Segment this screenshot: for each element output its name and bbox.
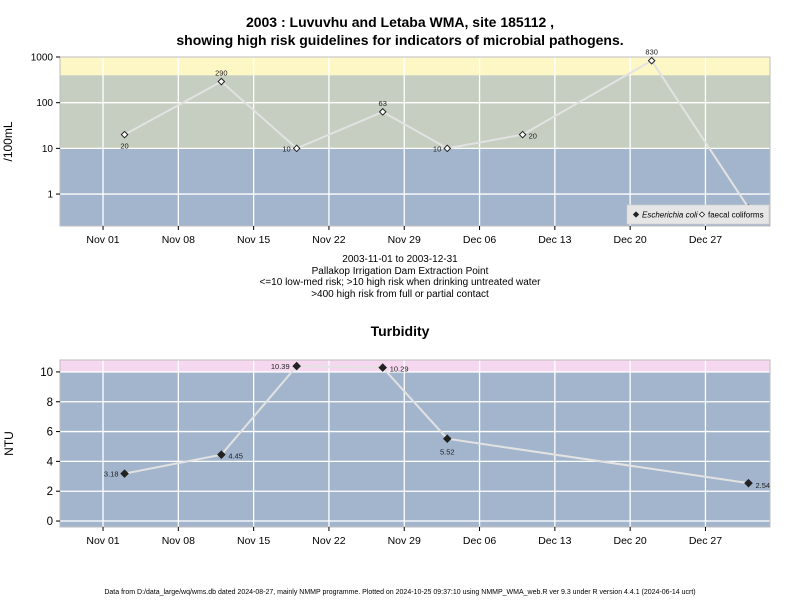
plot-frame bbox=[59, 359, 771, 528]
data-point bbox=[443, 144, 452, 153]
series-line bbox=[124, 59, 750, 209]
legend-box bbox=[626, 204, 770, 225]
data-point bbox=[518, 130, 527, 139]
data-label: 20 bbox=[120, 142, 128, 151]
data-label: 63 bbox=[379, 99, 387, 108]
x-tick-label: Dec 06 bbox=[463, 234, 496, 246]
x-tick-label: Nov 08 bbox=[162, 535, 195, 547]
data-point bbox=[292, 144, 301, 153]
x-tick-label: Dec 20 bbox=[614, 535, 647, 547]
x-tick-label: Dec 27 bbox=[689, 535, 722, 547]
x-tick-label: Nov 22 bbox=[312, 535, 345, 547]
legend-entry: Escherichia coli bbox=[642, 211, 698, 220]
risk-band-1 bbox=[60, 360, 770, 372]
y-axis-label: NTU bbox=[2, 431, 16, 456]
y-tick-label: 6 bbox=[47, 427, 53, 439]
x-tick-label: Dec 20 bbox=[614, 234, 647, 246]
y-tick-label: 0 bbox=[47, 516, 53, 528]
data-label: 4.45 bbox=[228, 452, 243, 461]
data-point bbox=[442, 434, 452, 444]
data-label: 5.52 bbox=[440, 448, 455, 457]
risk-band-2 bbox=[60, 57, 770, 76]
data-label: 290 bbox=[215, 69, 228, 78]
y-tick-label: 2 bbox=[47, 486, 53, 498]
x-tick-label: Nov 01 bbox=[86, 234, 119, 246]
data-point bbox=[378, 363, 388, 372]
data-label: 10 bbox=[282, 144, 290, 153]
turbidity-title: Turbidity bbox=[370, 323, 430, 339]
caption-risk-drinking: <=10 low-med risk; >10 high risk when dr… bbox=[259, 277, 541, 288]
series-line bbox=[124, 365, 749, 485]
caption-date-range: 2003-11-01 to 2003-12-31 bbox=[342, 254, 458, 265]
x-tick-label: Nov 15 bbox=[237, 535, 270, 547]
chart-title-line2: showing high risk guidelines for indicat… bbox=[176, 32, 624, 48]
data-point bbox=[217, 450, 226, 459]
chart-title-line1: 2003 : Luvuvhu and Letaba WMA, site 1851… bbox=[245, 14, 555, 30]
risk-band-0 bbox=[60, 371, 770, 527]
legend-entry: faecal coliforms bbox=[708, 211, 764, 220]
data-point bbox=[378, 107, 387, 116]
y-tick-label: 1000 bbox=[31, 53, 54, 64]
y-tick-label: 10 bbox=[42, 144, 54, 155]
y-tick-label: 8 bbox=[47, 397, 53, 409]
data-label: 10 bbox=[433, 144, 441, 153]
data-label: 3.18 bbox=[104, 470, 119, 479]
y-axis-label: /100mL bbox=[1, 121, 15, 161]
microbial-chart: 1 10 100 1000 Nov 01 Nov 08 Nov 15 Nov 22 Nov 29… bbox=[1, 48, 771, 246]
turbidity-chart: 0 2 4 6 8 10 Nov 01 Nov 08 Nov 15 Nov 22 Nov 29 Dec… bbox=[2, 359, 771, 547]
legend-marker bbox=[698, 211, 706, 218]
data-point bbox=[292, 361, 301, 371]
data-label: 20 bbox=[529, 132, 537, 141]
x-tick-label: Nov 01 bbox=[86, 535, 119, 547]
y-tick-label: 1 bbox=[47, 190, 53, 201]
x-tick-label: Dec 27 bbox=[689, 234, 722, 246]
x-tick-label: Nov 15 bbox=[237, 234, 270, 246]
data-point bbox=[120, 469, 129, 478]
x-tick-label: Nov 08 bbox=[162, 234, 195, 246]
y-tick-label: 100 bbox=[36, 98, 53, 109]
y-tick-label: 10 bbox=[40, 367, 53, 379]
caption-risk-contact: >400 high risk from full or partial cont… bbox=[311, 288, 489, 300]
x-tick-label: Dec 13 bbox=[538, 234, 571, 246]
data-point bbox=[647, 56, 656, 65]
x-tick-label: Nov 22 bbox=[312, 234, 345, 246]
caption-block: 2003-11-01 to 2003-12-31 Pallakop Irriga… bbox=[0, 254, 800, 300]
legend-marker bbox=[632, 211, 640, 218]
plot-frame bbox=[59, 56, 771, 227]
y-tick-label: 4 bbox=[47, 456, 54, 468]
x-tick-label: Dec 06 bbox=[463, 535, 496, 547]
data-label: 2.54 bbox=[755, 481, 770, 490]
data-label: 10.39 bbox=[271, 362, 290, 371]
caption-site-name: Pallakop Irrigation Dam Extraction Point bbox=[311, 265, 489, 277]
footer-note: Data from D:/data_large/wq/wms.db dated … bbox=[104, 589, 696, 596]
x-tick-label: Nov 29 bbox=[388, 535, 421, 547]
x-tick-label: Dec 13 bbox=[538, 535, 571, 547]
data-point bbox=[217, 77, 226, 86]
data-point bbox=[744, 478, 753, 488]
data-label: 830 bbox=[645, 48, 658, 57]
data-point bbox=[120, 130, 129, 139]
data-label: 10.29 bbox=[390, 365, 409, 374]
x-tick-label: Nov 29 bbox=[388, 234, 421, 246]
